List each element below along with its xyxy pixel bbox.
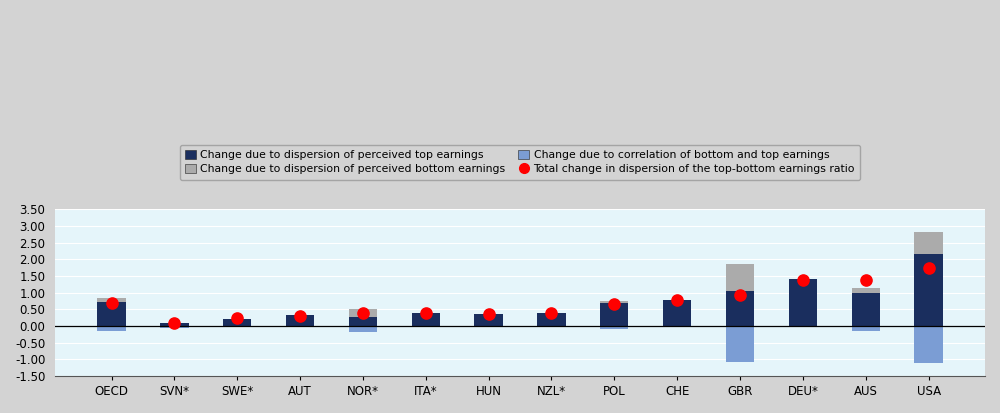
Bar [223,326,251,327]
Total change in dispersion of the top-bottom earnings ratio [669,296,685,303]
Total change in dispersion of the top-bottom earnings ratio [795,276,811,283]
Bar [852,292,880,326]
Bar [726,291,754,326]
Bar [97,326,126,331]
Total change in dispersion of the top-bottom earnings ratio [166,320,182,327]
Bar [286,326,314,327]
Bar [789,326,817,327]
Bar [160,326,189,327]
Bar [349,309,377,317]
Bar [600,301,628,303]
Bar [160,323,189,326]
Bar [663,300,691,326]
Total change in dispersion of the top-bottom earnings ratio [858,276,874,283]
Bar [789,279,817,326]
Bar [852,288,880,292]
Bar [474,313,503,326]
Bar [789,326,817,327]
Bar [852,326,880,331]
Bar [537,326,566,327]
Total change in dispersion of the top-bottom earnings ratio [543,309,559,316]
Total change in dispersion of the top-bottom earnings ratio [229,315,245,321]
Total change in dispersion of the top-bottom earnings ratio [418,310,434,317]
Total change in dispersion of the top-bottom earnings ratio [921,264,937,271]
Bar [349,326,377,332]
Bar [223,318,251,326]
Bar [914,254,943,326]
Total change in dispersion of the top-bottom earnings ratio [292,313,308,319]
Bar [286,315,314,326]
Bar [97,302,126,326]
Bar [537,313,566,326]
Total change in dispersion of the top-bottom earnings ratio [481,310,497,317]
Total change in dispersion of the top-bottom earnings ratio [104,300,120,306]
Bar [223,326,251,327]
Bar [726,326,754,362]
Bar [726,263,754,291]
Bar [349,317,377,326]
Bar [97,298,126,302]
Total change in dispersion of the top-bottom earnings ratio [606,301,622,308]
Bar [914,232,943,254]
Legend: Change due to dispersion of perceived top earnings, Change due to dispersion of : Change due to dispersion of perceived to… [180,145,860,180]
Total change in dispersion of the top-bottom earnings ratio [355,310,371,317]
Total change in dispersion of the top-bottom earnings ratio [732,292,748,298]
Bar [412,313,440,326]
Bar [600,326,628,329]
Bar [914,326,943,363]
Bar [160,326,189,328]
Bar [600,303,628,326]
